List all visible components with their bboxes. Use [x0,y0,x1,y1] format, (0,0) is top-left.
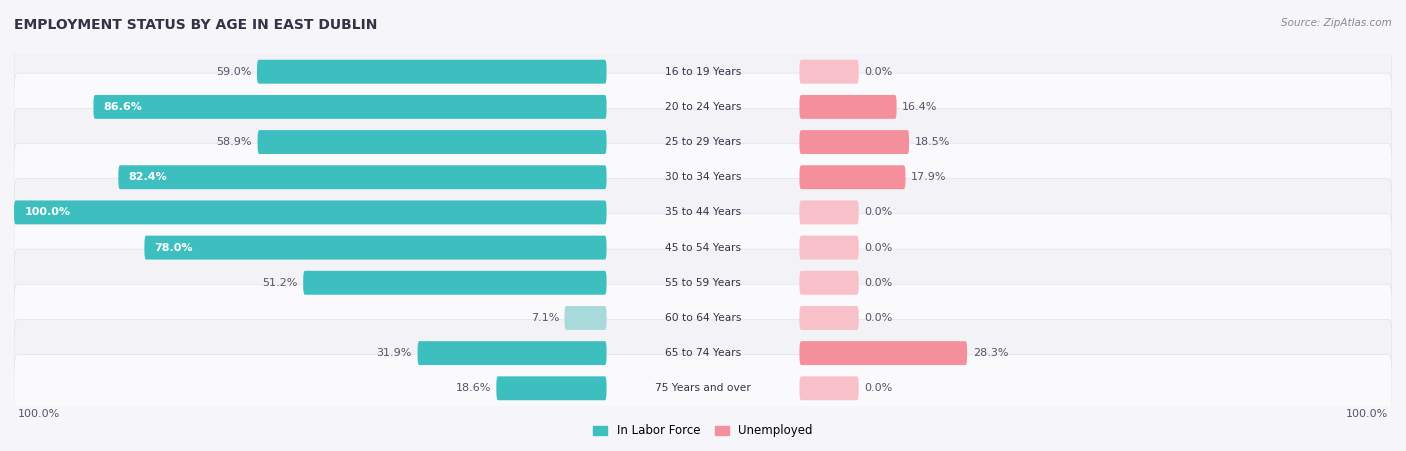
Text: 100.0%: 100.0% [1347,410,1389,419]
Text: 75 Years and over: 75 Years and over [655,383,751,393]
FancyBboxPatch shape [800,95,897,119]
FancyBboxPatch shape [800,376,859,400]
Text: 31.9%: 31.9% [377,348,412,358]
FancyBboxPatch shape [257,130,606,154]
FancyBboxPatch shape [14,319,1392,387]
Text: 82.4%: 82.4% [129,172,167,182]
FancyBboxPatch shape [145,235,606,260]
FancyBboxPatch shape [564,306,606,330]
FancyBboxPatch shape [800,341,967,365]
FancyBboxPatch shape [257,60,606,84]
Text: 20 to 24 Years: 20 to 24 Years [665,102,741,112]
Text: 100.0%: 100.0% [17,410,59,419]
Text: 0.0%: 0.0% [865,383,893,393]
Text: 17.9%: 17.9% [911,172,946,182]
Text: 86.6%: 86.6% [104,102,142,112]
Text: 0.0%: 0.0% [865,67,893,77]
Text: 7.1%: 7.1% [530,313,560,323]
FancyBboxPatch shape [800,130,910,154]
Text: 59.0%: 59.0% [217,67,252,77]
FancyBboxPatch shape [14,108,1392,176]
FancyBboxPatch shape [14,179,1392,246]
FancyBboxPatch shape [14,200,606,225]
FancyBboxPatch shape [14,38,1392,106]
Text: 30 to 34 Years: 30 to 34 Years [665,172,741,182]
FancyBboxPatch shape [800,306,859,330]
Text: 45 to 54 Years: 45 to 54 Years [665,243,741,253]
Legend: In Labor Force, Unemployed: In Labor Force, Unemployed [589,420,817,442]
FancyBboxPatch shape [496,376,606,400]
Text: 65 to 74 Years: 65 to 74 Years [665,348,741,358]
FancyBboxPatch shape [14,284,1392,352]
FancyBboxPatch shape [418,341,606,365]
Text: Source: ZipAtlas.com: Source: ZipAtlas.com [1281,18,1392,28]
FancyBboxPatch shape [800,271,859,295]
Text: 16 to 19 Years: 16 to 19 Years [665,67,741,77]
Text: 0.0%: 0.0% [865,207,893,217]
Text: EMPLOYMENT STATUS BY AGE IN EAST DUBLIN: EMPLOYMENT STATUS BY AGE IN EAST DUBLIN [14,18,377,32]
FancyBboxPatch shape [800,165,905,189]
Text: 18.6%: 18.6% [456,383,491,393]
FancyBboxPatch shape [93,95,606,119]
Text: 16.4%: 16.4% [903,102,938,112]
FancyBboxPatch shape [800,60,859,84]
Text: 0.0%: 0.0% [865,243,893,253]
Text: 0.0%: 0.0% [865,278,893,288]
FancyBboxPatch shape [14,214,1392,281]
FancyBboxPatch shape [14,249,1392,317]
Text: 35 to 44 Years: 35 to 44 Years [665,207,741,217]
FancyBboxPatch shape [118,165,606,189]
Text: 28.3%: 28.3% [973,348,1008,358]
Text: 60 to 64 Years: 60 to 64 Years [665,313,741,323]
Text: 51.2%: 51.2% [263,278,298,288]
Text: 55 to 59 Years: 55 to 59 Years [665,278,741,288]
Text: 0.0%: 0.0% [865,313,893,323]
Text: 25 to 29 Years: 25 to 29 Years [665,137,741,147]
FancyBboxPatch shape [800,235,859,260]
Text: 18.5%: 18.5% [914,137,950,147]
Text: 100.0%: 100.0% [24,207,70,217]
FancyBboxPatch shape [14,143,1392,211]
Text: 58.9%: 58.9% [217,137,252,147]
Text: 78.0%: 78.0% [155,243,193,253]
FancyBboxPatch shape [14,73,1392,141]
FancyBboxPatch shape [14,354,1392,422]
FancyBboxPatch shape [304,271,606,295]
FancyBboxPatch shape [800,200,859,225]
